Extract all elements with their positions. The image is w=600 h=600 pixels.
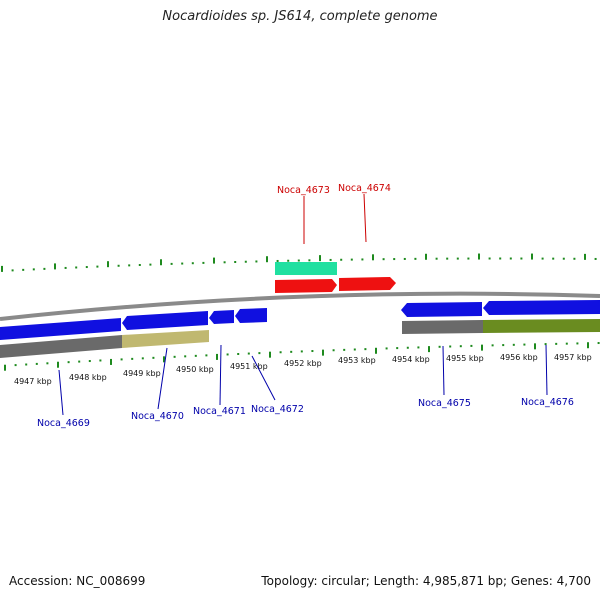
scale-labels: 4947 kbp 4948 kbp 4949 kbp 4950 kbp 4951 kbp…: [14, 353, 592, 386]
callout-noca-4670: [157, 347, 168, 410]
rrna-feature: [275, 262, 337, 275]
scale-label: 4957 kbp: [554, 353, 592, 362]
feature-noca-4675: [401, 302, 482, 317]
scale-label: 4954 kbp: [392, 355, 430, 364]
gene-label-noca-4671: Noca_4671: [193, 406, 246, 417]
callout-noca-4674: [363, 193, 367, 243]
scale-label: 4949 kbp: [123, 369, 161, 378]
scale-label: 4956 kbp: [500, 353, 538, 362]
scale-label: 4948 kbp: [69, 373, 107, 382]
gene-label-noca-4672: Noca_4672: [251, 404, 304, 415]
feature-noca-4673: [275, 279, 337, 293]
scale-label: 4955 kbp: [446, 354, 484, 363]
scale-label: 4950 kbp: [176, 365, 214, 374]
gene-label-noca-4676: Noca_4676: [521, 397, 574, 408]
gene-label-noca-4669: Noca_4669: [37, 418, 90, 429]
callout-noca-4671: [219, 344, 222, 406]
feature-noca-4674: [339, 277, 396, 291]
scale-label: 4952 kbp: [284, 359, 322, 368]
feature-noca-4676: [483, 300, 600, 315]
feature-noca-4669: [0, 318, 121, 340]
track-gray-left: [0, 335, 122, 358]
gene-label-noca-4670: Noca_4670: [131, 411, 184, 422]
genome-backbone: [0, 291, 600, 321]
scale-label: 4953 kbp: [338, 356, 376, 365]
feature-noca-4672: [235, 308, 267, 323]
callout-noca-4669: [58, 369, 64, 416]
track-olive: [483, 319, 600, 333]
track-tan: [122, 330, 209, 348]
lower-tick-track: [4, 342, 600, 371]
accession-text: Accession: NC_008699: [9, 574, 146, 588]
track-gray-right: [402, 320, 483, 334]
gene-label-noca-4675: Noca_4675: [418, 398, 471, 409]
callout-noca-4672: [251, 355, 276, 401]
scale-label: 4951 kbp: [230, 362, 268, 371]
map-title: Nocardioides sp. JS614, complete genome: [162, 9, 438, 24]
gene-label-noca-4673: Noca_4673: [277, 185, 330, 196]
callout-noca-4676: [545, 344, 548, 396]
upper-tick-track: [1, 253, 597, 272]
feature-noca-4671: [209, 310, 234, 324]
gene-label-noca-4674: Noca_4674: [338, 183, 391, 194]
callout-noca-4675: [442, 345, 445, 396]
scale-label: 4947 kbp: [14, 377, 52, 386]
genome-stats-text: Topology: circular; Length: 4,985,871 bp…: [261, 574, 591, 588]
feature-noca-4670: [122, 311, 208, 330]
